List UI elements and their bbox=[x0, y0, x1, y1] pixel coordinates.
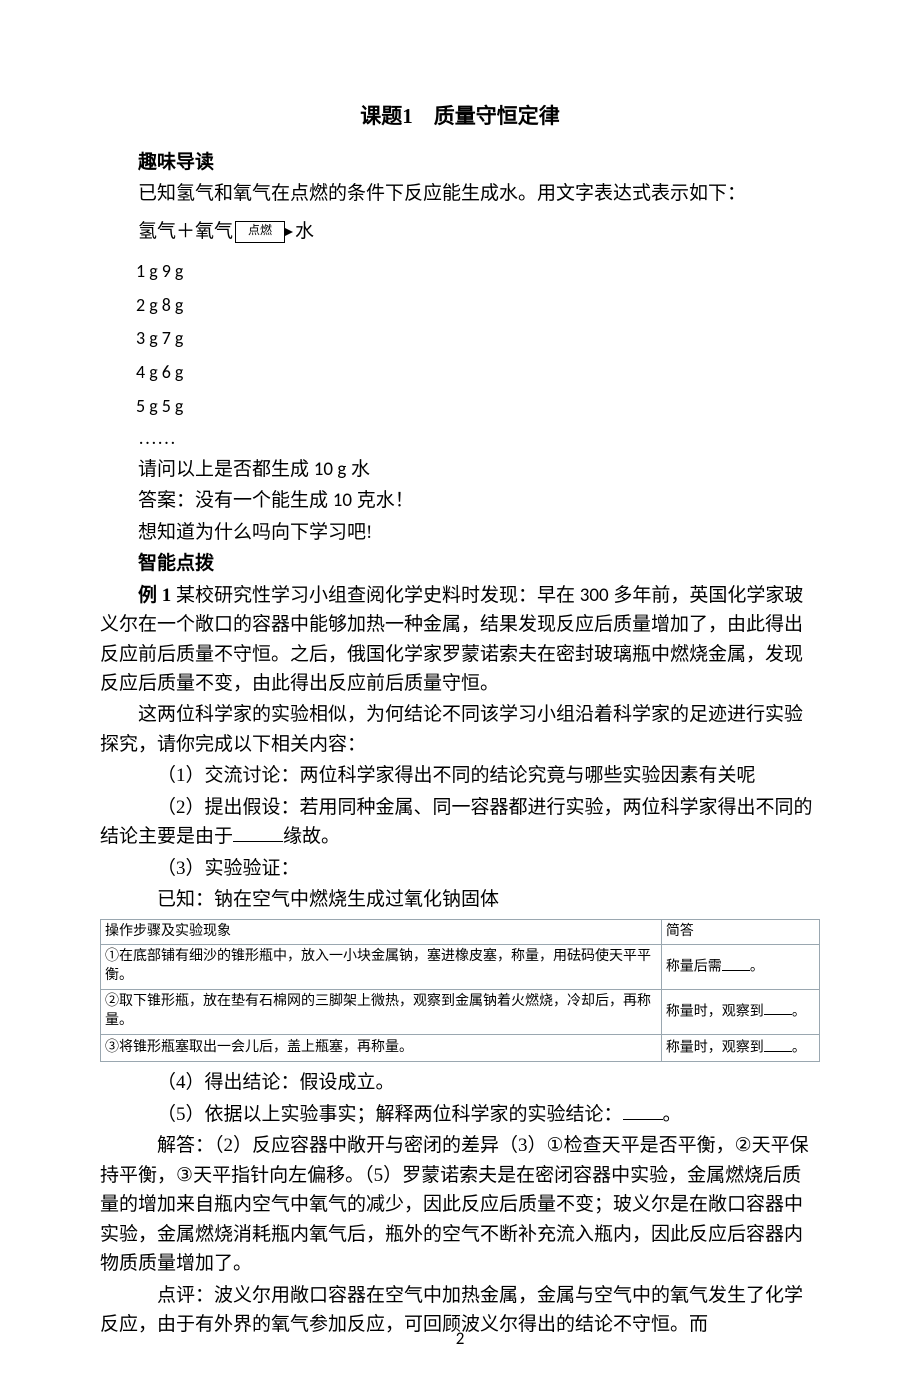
question-line: 请问以上是否都生成 10 g 水 bbox=[138, 455, 820, 484]
table-cell: ①在底部铺有细沙的锥形瓶中，放入一小块金属钠，塞进橡皮塞，称量，用砝码使天平平衡… bbox=[101, 945, 662, 990]
solution-paragraph: 解答：（2）反应容器中敞开与密闭的差异（3）①检查天平是否平衡，②天平保持平衡，… bbox=[100, 1131, 820, 1278]
table-row: ②取下锥形瓶，放在垫有石棉网的三脚架上微热，观察到金属钠着火燃烧，冷却后，再称量… bbox=[101, 990, 820, 1035]
table-cell: ③将锥形瓶塞取出一会儿后，盖上瓶塞，再称量。 bbox=[101, 1034, 662, 1061]
answer-line: 答案：没有一个能生成 10 克水！ bbox=[138, 486, 820, 515]
fill-blank bbox=[722, 957, 750, 971]
section-heading: 智能点拨 bbox=[100, 549, 820, 578]
fill-blank bbox=[623, 1100, 663, 1120]
table-cell: 称量时，观察到。 bbox=[661, 1034, 819, 1061]
paragraph: 想知道为什么吗向下学习吧! bbox=[138, 518, 820, 547]
list-item: （2）提出假设：若用同种金属、同一容器都进行实验，两位科学家得出不同的结论主要是… bbox=[100, 793, 820, 852]
arrow-condition: 点燃 bbox=[235, 220, 285, 242]
reaction-arrow-icon: 点燃 bbox=[235, 221, 293, 243]
mass-pair: 4 g 6 g bbox=[136, 358, 820, 388]
mass-pair: 1 g 9 g bbox=[136, 257, 820, 287]
known-line: 已知：钠在空气中燃烧生成过氧化钠固体 bbox=[100, 885, 820, 914]
word-equation: 氢气＋氧气 点燃 水 bbox=[138, 215, 820, 249]
table-row: ①在底部铺有细沙的锥形瓶中，放入一小块金属钠，塞进橡皮塞，称量，用砝码使天平平衡… bbox=[101, 945, 820, 990]
inline-number: 300 bbox=[580, 584, 609, 607]
list-item: （5）依据以上实验事实；解释两位科学家的实验结论：。 bbox=[100, 1100, 820, 1129]
fill-blank bbox=[233, 822, 283, 842]
paragraph: 这两位科学家的实验相似，为何结论不同该学习小组沿着科学家的足迹进行实验探究，请你… bbox=[100, 700, 820, 759]
example-paragraph: 例 1 某校研究性学习小组查阅化学史料时发现：早在 300 多年前，英国化学家玻… bbox=[100, 581, 820, 699]
mass-pair: 3 g 7 g bbox=[136, 324, 820, 354]
fill-blank bbox=[764, 1002, 792, 1016]
inline-number: 10 g bbox=[314, 458, 347, 481]
table-header-cell: 操作步骤及实验现象 bbox=[101, 919, 662, 945]
equation-lhs: 氢气＋氧气 bbox=[138, 215, 233, 249]
list-item: （3）实验验证： bbox=[100, 854, 820, 883]
equation-rhs: 水 bbox=[295, 215, 314, 249]
list-item: （4）得出结论：假设成立。 bbox=[100, 1068, 820, 1097]
page-title: 课题1 质量守恒定律 bbox=[100, 100, 820, 130]
table-cell: 称量时，观察到。 bbox=[661, 990, 819, 1035]
table-cell: ②取下锥形瓶，放在垫有石棉网的三脚架上微热，观察到金属钠着火燃烧，冷却后，再称量… bbox=[101, 990, 662, 1035]
page: 课题1 质量守恒定律 趣味导读 已知氢气和氧气在点燃的条件下反应能生成水。用文字… bbox=[0, 0, 920, 1381]
mass-pair: 5 g 5 g bbox=[136, 392, 820, 422]
table-cell: 称量后需。 bbox=[661, 945, 819, 990]
table-header-cell: 简答 bbox=[661, 919, 819, 945]
example-label: 例 1 bbox=[138, 585, 176, 606]
paragraph: 已知氢气和氧气在点燃的条件下反应能生成水。用文字表达式表示如下： bbox=[100, 179, 820, 208]
fill-blank bbox=[764, 1038, 792, 1052]
section-heading: 趣味导读 bbox=[100, 148, 820, 177]
inline-number: 10 bbox=[333, 489, 352, 512]
list-item: （1）交流讨论：两位科学家得出不同的结论究竟与哪些实验因素有关呢 bbox=[100, 761, 820, 790]
page-number: 2 bbox=[0, 1328, 920, 1349]
experiment-table: 操作步骤及实验现象 简答 ①在底部铺有细沙的锥形瓶中，放入一小块金属钠，塞进橡皮… bbox=[100, 919, 820, 1063]
table-row: 操作步骤及实验现象 简答 bbox=[101, 919, 820, 945]
mass-pair: 2 g 8 g bbox=[136, 291, 820, 321]
ellipsis: …… bbox=[138, 424, 820, 453]
table-row: ③将锥形瓶塞取出一会儿后，盖上瓶塞，再称量。 称量时，观察到。 bbox=[101, 1034, 820, 1061]
